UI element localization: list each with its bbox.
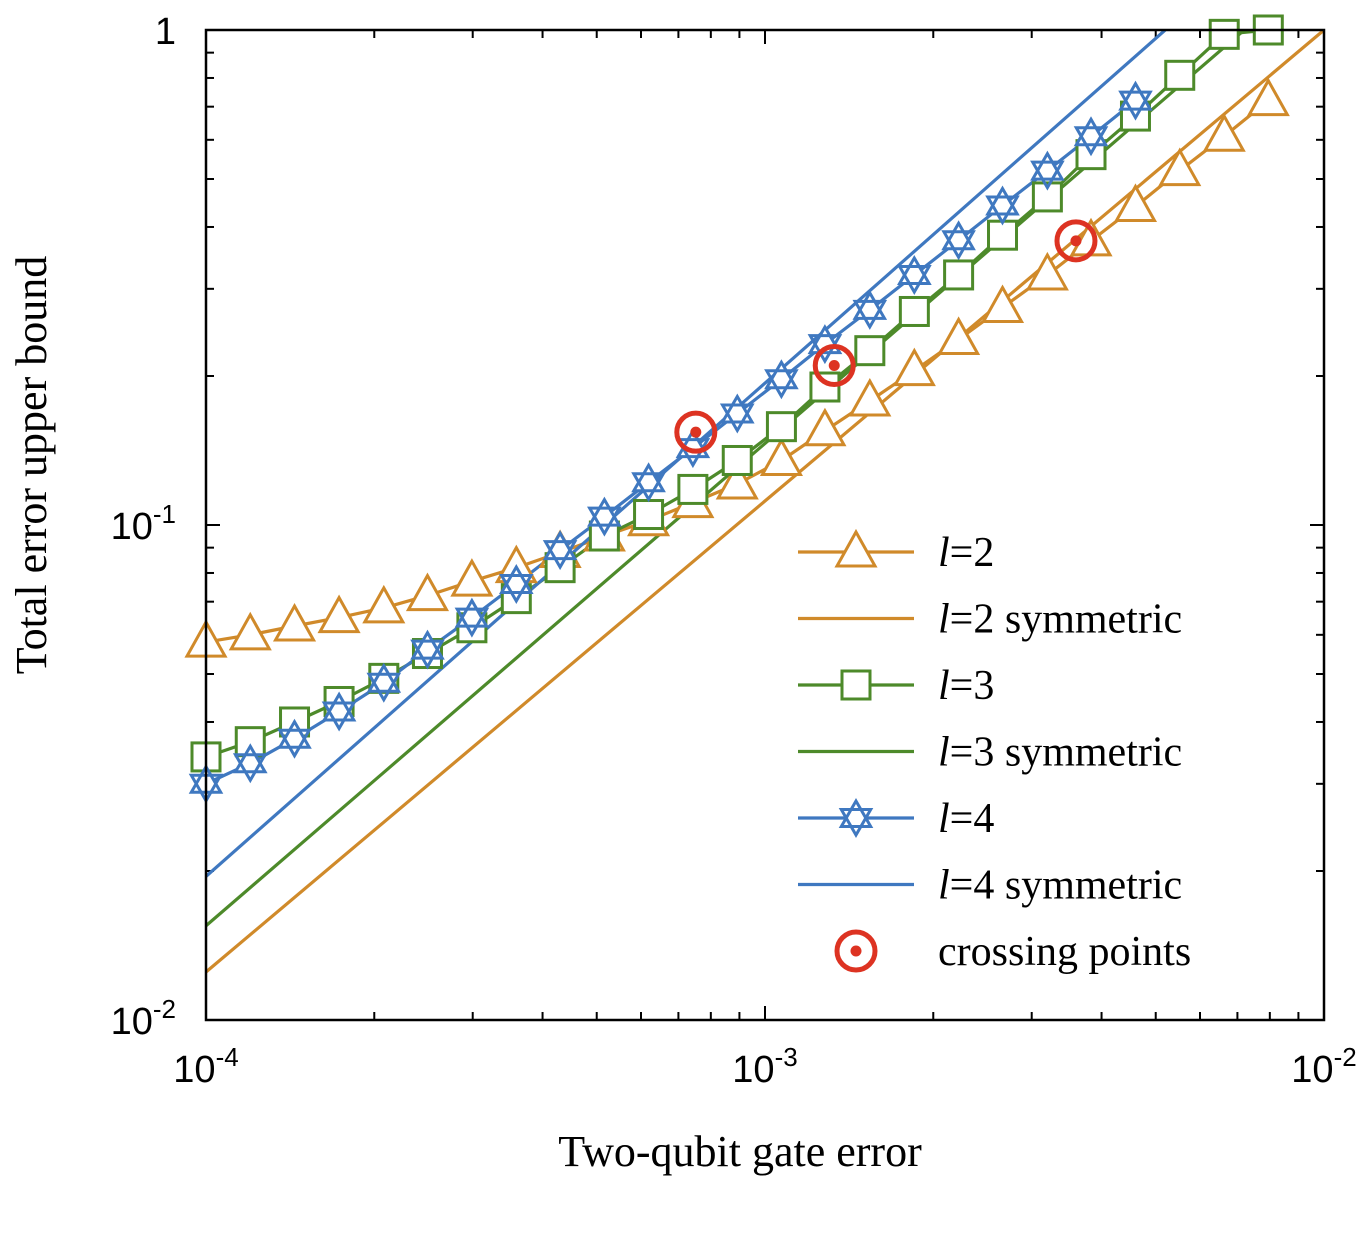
data-point-s4-15 [852, 289, 888, 330]
data-point-s0-23 [1202, 113, 1246, 152]
data-point-s4-7 [499, 563, 534, 605]
legend-label-0: l=2 [938, 530, 994, 576]
data-point-s4-3 [321, 691, 357, 732]
series-line-3 [206, 30, 1246, 928]
data-point-s4-9 [586, 496, 622, 537]
data-point-s0-24 [1246, 77, 1290, 117]
legend-marker-2 [840, 669, 872, 701]
data-point-s4-13 [764, 359, 799, 400]
data-point-s2-16 [898, 295, 930, 327]
data-point-s0-3 [317, 594, 361, 634]
data-point-s4-6 [454, 597, 490, 638]
legend-label-3: l=3 symmetric [938, 730, 1182, 776]
legend-label-crossing: crossing points [938, 929, 1191, 975]
data-point-s2-22 [1164, 59, 1196, 91]
data-point-s0-22 [1158, 147, 1202, 187]
data-point-s4-20 [1073, 116, 1109, 157]
data-point-s4-17 [941, 220, 976, 261]
legend-entry-4: l=4 [798, 796, 994, 842]
legend-entry-1: l=2 symmetric [798, 597, 1182, 643]
series-line-0 [206, 99, 1270, 644]
legend-label-5: l=4 symmetric [938, 863, 1182, 909]
data-point-s2-19 [1031, 181, 1063, 213]
data-point-s0-2 [272, 602, 317, 642]
legend-label-1: l=2 symmetric [938, 597, 1182, 643]
data-point-s0-19 [1025, 251, 1069, 291]
data-point-s4-10 [631, 462, 666, 503]
legend-marker-0 [834, 528, 878, 568]
data-point-s2-14 [809, 371, 841, 403]
data-point-s2-11 [677, 473, 709, 505]
data-point-s2-10 [633, 499, 665, 531]
data-point-s4-16 [897, 255, 932, 295]
data-point-s2-15 [854, 335, 886, 367]
crossing-point-0 [674, 410, 718, 454]
legend-entry-crossing: crossing points [834, 929, 1191, 975]
plot-frame [204, 28, 1326, 1022]
legend: l=2 l=2 symmetric l=3 l=3 symmetric l=4 l=4 s… [798, 528, 1191, 975]
legend-label-4: l=4 [938, 796, 994, 842]
data-point-s4-19 [1030, 150, 1065, 191]
x-tick-label: 10-3 [732, 1042, 797, 1091]
data-point-s0-13 [759, 437, 803, 476]
y-tick-label: 10-2 [111, 994, 176, 1043]
data-point-s4-1 [232, 743, 268, 784]
data-point-s2-17 [943, 259, 975, 291]
series-line-2 [206, 30, 1269, 759]
data-point-s0-4 [362, 584, 406, 624]
y-tick-label: 1 [155, 11, 176, 53]
legend-entry-3: l=3 symmetric [798, 730, 1182, 776]
data-point-s2-12 [721, 444, 753, 476]
data-point-s0-17 [937, 316, 981, 355]
x-axis-label: Two-qubit gate error [558, 1127, 922, 1176]
data-point-s4-4 [366, 662, 402, 703]
data-point-s2-18 [987, 219, 1019, 251]
data-point-s0-12 [715, 460, 759, 500]
y-tick-labels: 10-2 10-1 1 [111, 11, 176, 1043]
data-point-s0-18 [980, 284, 1025, 324]
marker-layer [184, 14, 1290, 804]
data-point-s4-18 [985, 185, 1020, 226]
data-point-s0-16 [892, 347, 936, 387]
data-point-s4-12 [719, 393, 755, 434]
data-point-s0-1 [228, 611, 272, 651]
series-layer [206, 30, 1324, 974]
data-point-s0-21 [1113, 183, 1158, 222]
series-line-1 [206, 30, 1324, 974]
x-tick-label: 10-4 [173, 1042, 238, 1091]
data-point-s0-14 [803, 407, 847, 447]
legend-entry-5: l=4 symmetric [798, 863, 1182, 909]
data-point-s4-2 [277, 718, 312, 759]
y-tick-label: 10-1 [111, 499, 176, 548]
data-point-s2-23 [1208, 18, 1240, 50]
data-point-s0-5 [405, 572, 450, 612]
data-point-s4-8 [542, 530, 578, 571]
legend-label-2: l=3 [938, 663, 994, 709]
data-point-s0-15 [848, 377, 892, 417]
x-tick-labels: 10-4 10-3 10-2 [173, 1042, 1356, 1091]
legend-marker-4 [838, 797, 874, 839]
legend-entry-2: l=3 [798, 663, 994, 709]
data-point-s2-13 [765, 411, 797, 443]
x-tick-label: 10-2 [1291, 1042, 1356, 1091]
data-point-s4-21 [1118, 80, 1153, 121]
crossing-point-1 [812, 344, 856, 388]
y-axis-label: Total error upper bound [7, 256, 56, 674]
legend-entry-0: l=2 [798, 528, 994, 576]
crossing-point-2 [1054, 219, 1098, 263]
data-point-s4-5 [410, 629, 445, 670]
data-point-s0-6 [450, 558, 494, 597]
